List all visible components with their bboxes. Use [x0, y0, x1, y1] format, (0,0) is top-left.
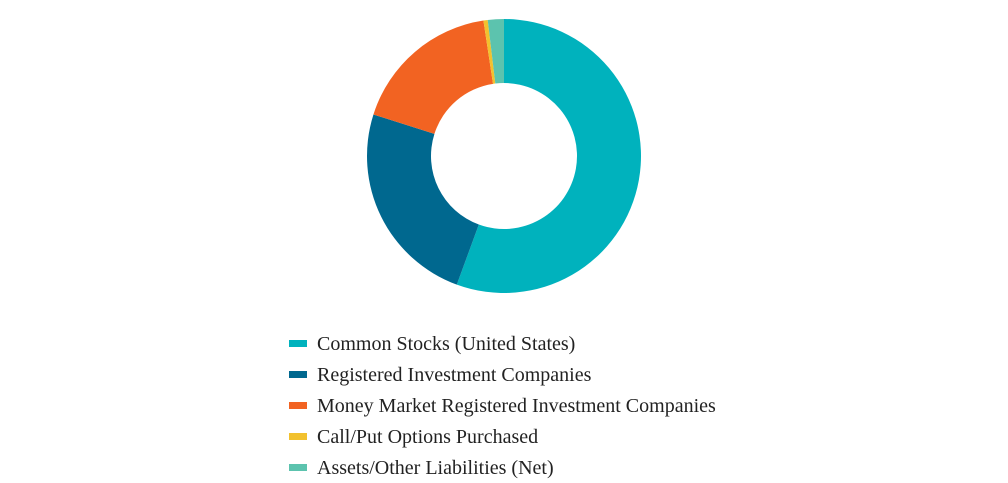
donut-plot — [367, 19, 642, 293]
slice-registered-investment-companies — [367, 114, 479, 285]
legend-swatch-money-market — [289, 402, 307, 409]
legend-label-money-market: Money Market Registered Investment Compa… — [317, 394, 716, 417]
legend-swatch-common-stocks — [289, 340, 307, 347]
legend-item-common-stocks: Common Stocks (United States) — [289, 328, 716, 359]
legend-swatch-assets-other-liabilities — [289, 464, 307, 471]
slice-call-put-options-purchased — [483, 19, 496, 84]
slice-common-stocks-united-states — [456, 19, 642, 293]
legend-item-registered-investment-companies: Registered Investment Companies — [289, 359, 716, 390]
legend-label-registered-investment-companies: Registered Investment Companies — [317, 363, 592, 386]
legend-label-call-put-options: Call/Put Options Purchased — [317, 425, 539, 448]
legend-swatch-registered-investment-companies — [289, 371, 307, 378]
legend-item-call-put-options: Call/Put Options Purchased — [289, 421, 716, 452]
slice-group — [367, 19, 642, 293]
slice-money-market-registered-investment-companies — [373, 20, 494, 134]
legend-swatch-call-put-options — [289, 433, 307, 440]
legend-item-money-market: Money Market Registered Investment Compa… — [289, 390, 716, 421]
chart-legend: Common Stocks (United States) Registered… — [289, 328, 716, 483]
legend-label-assets-other-liabilities: Assets/Other Liabilities (Net) — [317, 456, 554, 479]
legend-label-common-stocks: Common Stocks (United States) — [317, 332, 576, 355]
legend-item-assets-other-liabilities: Assets/Other Liabilities (Net) — [289, 452, 716, 483]
slice-assets-other-liabilities-net — [487, 19, 504, 84]
